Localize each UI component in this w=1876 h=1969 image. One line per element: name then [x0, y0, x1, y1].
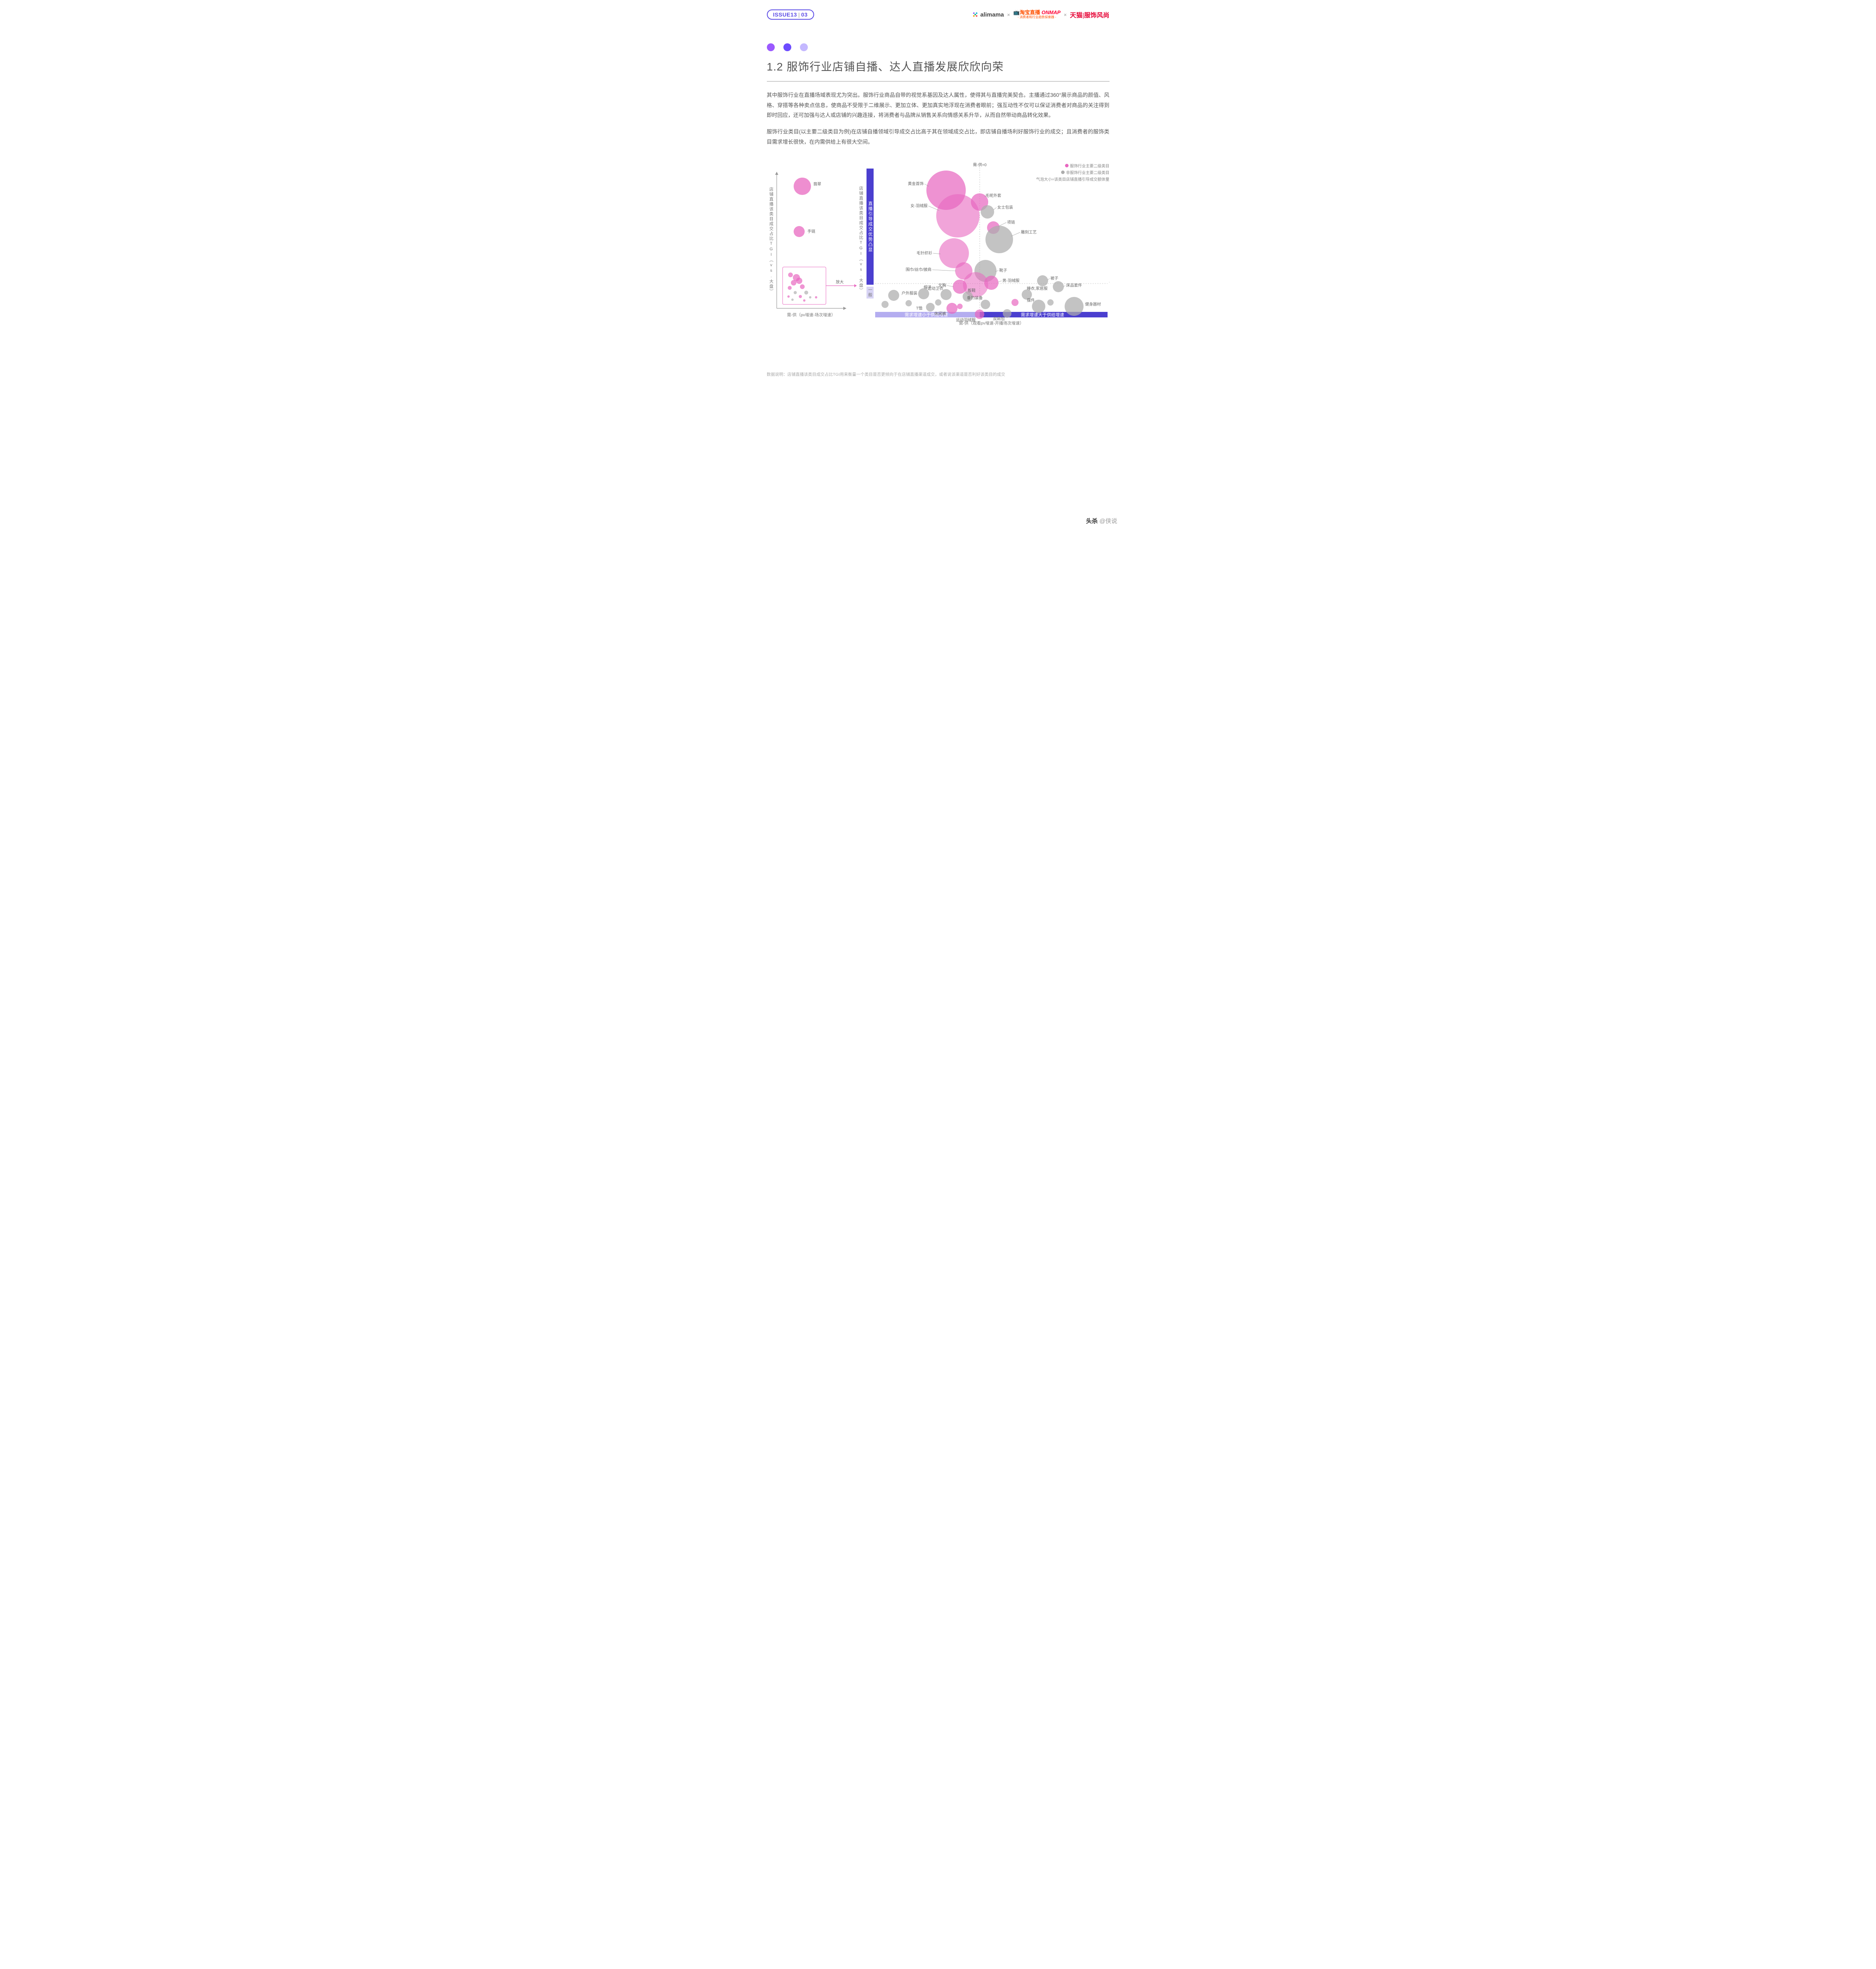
svg-text:围巾/丝巾/披肩: 围巾/丝巾/披肩: [906, 267, 932, 272]
dot-icon: [783, 43, 791, 51]
svg-text:摆件: 摆件: [1027, 298, 1035, 303]
alimama-logo: alimama: [972, 11, 1004, 18]
watermark: 头杀 @侠说: [1086, 517, 1117, 525]
svg-text:床品套件: 床品套件: [1066, 283, 1082, 288]
svg-text:运动羽绒服: 运动羽绒服: [956, 317, 976, 323]
svg-text:一般: 一般: [868, 288, 872, 298]
svg-text:运动卫衣: 运动卫衣: [928, 286, 943, 291]
page-header: ISSUE13|03 alimama × 📺淘宝直播 ONMAP - 消费者和行…: [767, 9, 1110, 20]
svg-text:毛呢外套: 毛呢外套: [985, 193, 1001, 198]
svg-text:睡衣,家居服: 睡衣,家居服: [1027, 286, 1048, 291]
svg-text:需-供（pv增速-场次增速）: 需-供（pv增速-场次增速）: [787, 312, 835, 317]
svg-text:男-羽绒服: 男-羽绒服: [1002, 278, 1019, 283]
taobao-onmap-logo: 📺淘宝直播 ONMAP - 消费者和行业趋势探索器 -: [1013, 10, 1061, 19]
svg-text:放大: 放大: [836, 280, 844, 285]
svg-text:直播引导成交优势凸显: 直播引导成交优势凸显: [868, 201, 873, 252]
paragraph-2: 服饰行业类目(以主要二级类目为例)在店铺自播领域引导成交占比高于其在领域成交占比…: [767, 127, 1110, 147]
data-footnote: 数据说明：店铺直播该类目成交占比TGI用来衡量一个类目是否更倾向于在店铺直播渠道…: [767, 371, 1110, 377]
svg-text:T恤: T恤: [916, 306, 922, 311]
svg-text:店铺直播该类目成交占比TGI（vs.大盘）: 店铺直播该类目成交占比TGI（vs.大盘）: [859, 186, 863, 293]
dot-icon: [800, 43, 808, 51]
section-dots: [767, 43, 1110, 51]
svg-text:户外服装: 户外服装: [902, 291, 917, 296]
issue-badge: ISSUE13|03: [767, 9, 814, 20]
svg-text:女士包装: 女士包装: [997, 205, 1013, 210]
issue-page: 03: [801, 11, 808, 18]
separator-x-icon: ×: [1064, 12, 1067, 18]
svg-text:双肩包: 双肩包: [993, 316, 1005, 321]
chart-svg: 店铺直播该类目成交占比TGI（vs.大盘） 需-供（pv增速-场次增速） 翡翠手链放…: [767, 163, 1110, 336]
svg-text:手链: 手链: [807, 229, 815, 234]
svg-text:健身器材: 健身器材: [1085, 302, 1101, 307]
section-title: 1.2 服饰行业店铺自播、达人直播发展欣欣向荣: [767, 58, 1110, 74]
svg-text:TGI=100: TGI=100: [1109, 282, 1110, 286]
title-rule: [767, 81, 1110, 82]
separator-x-icon: ×: [1007, 12, 1010, 18]
svg-text:需求增速大于供给增速: 需求增速大于供给增速: [1021, 312, 1064, 317]
svg-text:休闲裤: 休闲裤: [934, 311, 946, 316]
svg-text:靴子: 靴子: [999, 268, 1007, 273]
svg-text:雕刻工艺: 雕刻工艺: [1021, 230, 1037, 235]
svg-text:项链: 项链: [1007, 220, 1015, 225]
svg-text:毛针织衫: 毛针织衫: [917, 250, 932, 256]
tmall-logo: 天猫|服饰风尚: [1070, 10, 1109, 19]
svg-text:垂钓装备: 垂钓装备: [967, 295, 983, 300]
svg-text:女-羽绒服: 女-羽绒服: [910, 203, 927, 208]
svg-text:被子: 被子: [1050, 276, 1058, 281]
svg-text:黄金首饰: 黄金首饰: [908, 181, 924, 186]
alimama-dots-icon: [972, 11, 979, 18]
svg-text:板鞋: 板鞋: [968, 288, 976, 293]
issue-prefix: ISSUE13: [773, 11, 797, 18]
dot-icon: [767, 43, 775, 51]
paragraph-1: 其中服饰行业在直播场域表现尤为突出。服饰行业商品自带的视觉系基因及达人属性，使得…: [767, 90, 1110, 121]
svg-text:店铺直播该类目成交占比TGI（vs.大盘）: 店铺直播该类目成交占比TGI（vs.大盘）: [769, 187, 774, 294]
bubble-chart: 服饰行业主要二级类目 非服饰行业主要二级类目 气泡大小=该类目店铺直播引导成交额…: [767, 163, 1110, 336]
svg-text:需-供=0: 需-供=0: [973, 163, 987, 167]
brand-logos: alimama × 📺淘宝直播 ONMAP - 消费者和行业趋势探索器 - × …: [972, 10, 1110, 19]
svg-text:翡翠: 翡翠: [813, 182, 821, 187]
